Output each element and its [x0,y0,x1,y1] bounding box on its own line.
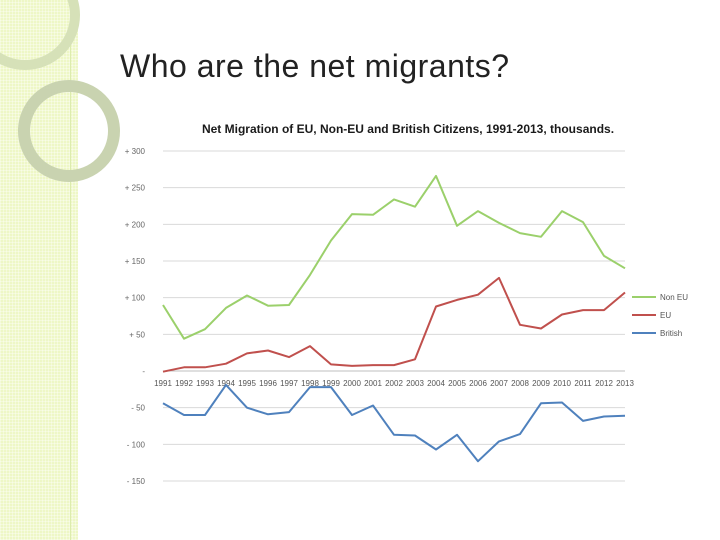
x-tick-label: 2010 [553,379,571,388]
x-tick-label: 2004 [427,379,445,388]
y-tick-label: + 200 [125,220,146,229]
legend-label: British [660,329,682,338]
decorative-ring-top [0,0,80,70]
x-tick-label: 2000 [343,379,361,388]
x-tick-label: 1993 [196,379,214,388]
x-tick-label: 1992 [175,379,193,388]
legend-label: Non EU [660,293,688,302]
y-tick-label: + 50 [129,330,145,339]
slide-title: Who are the net migrants? [120,48,510,84]
legend-label: EU [660,311,671,320]
y-tick-label: + 150 [125,257,146,266]
x-tick-label: 2008 [511,379,529,388]
x-tick-label: 2006 [469,379,487,388]
x-tick-label: 2001 [364,379,382,388]
series-line-british [162,383,626,463]
x-tick-label: 2003 [406,379,424,388]
y-tick-label: - 50 [131,404,145,413]
x-tick-label: 2005 [448,379,466,388]
gridlines [163,150,625,482]
x-axis-ticks: 1991 1992 1993 1994 1995 1996 1997 1998 1999 2000… [154,379,634,388]
series-line-eu [162,276,626,373]
y-tick-label: + 250 [125,184,146,193]
series-line-non-eu [162,174,626,340]
x-tick-label: 1997 [280,379,298,388]
legend: Non EU EU British [632,293,688,338]
x-tick-label: 2009 [532,379,550,388]
y-tick-label: - 100 [127,440,146,449]
x-tick-label: 1995 [238,379,256,388]
y-axis-ticks: + 300 + 250 + 200 + 150 + 100 + 50 - - 50 - 100 -… [125,147,146,486]
x-tick-label: 1998 [301,379,319,388]
x-tick-label: 1991 [154,379,172,388]
series-lines [162,174,626,463]
decorative-side-line [70,0,71,540]
x-tick-label: 1996 [259,379,277,388]
x-tick-label: 1994 [217,379,235,388]
x-tick-label: 2007 [490,379,508,388]
chart-title: Net Migration of EU, Non-EU and British … [202,122,614,136]
y-tick-label: + 300 [125,147,146,156]
x-tick-label: 2013 [616,379,634,388]
y-tick-label: - [142,367,145,376]
x-tick-label: 1999 [322,379,340,388]
y-tick-label: + 100 [125,294,146,303]
x-tick-label: 2002 [385,379,403,388]
y-tick-label: - 150 [127,477,146,486]
x-tick-label: 2011 [574,379,592,388]
x-tick-label: 2012 [595,379,613,388]
